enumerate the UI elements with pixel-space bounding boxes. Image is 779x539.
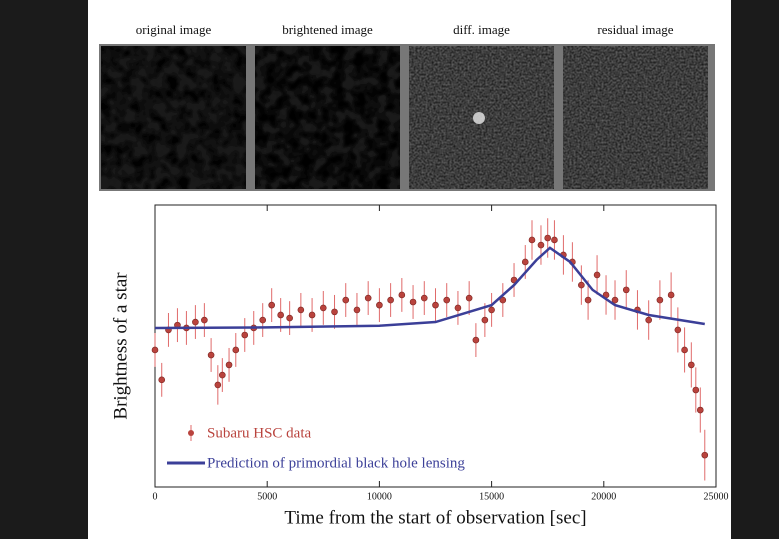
data-point	[681, 346, 688, 354]
data-point	[499, 296, 507, 304]
data-point	[207, 351, 215, 359]
data-point	[192, 318, 199, 326]
data-point	[593, 271, 601, 279]
data-point	[420, 294, 428, 302]
data-point	[151, 346, 159, 354]
data-point	[656, 296, 664, 304]
legend-label: Subaru HSC data	[207, 425, 312, 441]
data-point	[537, 241, 545, 249]
y-axis-label: Brightness of a star	[110, 272, 131, 420]
image-noise	[255, 46, 400, 189]
data-point	[259, 316, 267, 324]
data-point	[286, 314, 293, 322]
image-label: residual image	[597, 22, 673, 37]
data-point	[472, 336, 480, 344]
data-point	[214, 381, 222, 389]
data-point	[622, 286, 630, 294]
data-point	[319, 304, 327, 312]
data-point	[488, 306, 495, 314]
data-point	[241, 331, 249, 339]
image-noise	[563, 46, 708, 189]
x-tick-label: 5000	[257, 491, 277, 502]
legend-label: Prediction of primordial black hole lens…	[207, 455, 465, 471]
x-tick-label: 20000	[591, 491, 616, 502]
image-noise	[101, 46, 246, 189]
data-point	[584, 296, 592, 304]
data-point	[409, 298, 417, 306]
data-point	[521, 258, 529, 266]
data-point	[398, 291, 406, 299]
data-point	[696, 406, 704, 414]
data-point	[387, 296, 394, 304]
data-point	[551, 236, 558, 244]
image-label: brightened image	[282, 22, 373, 37]
data-point	[331, 308, 338, 316]
data-point	[364, 294, 372, 302]
prediction-line	[154, 246, 705, 330]
data-point	[308, 311, 316, 319]
data-point	[342, 296, 350, 304]
data-point	[674, 326, 682, 334]
data-point	[376, 301, 383, 309]
data-point	[701, 451, 709, 459]
data-point	[443, 296, 451, 304]
data-point	[611, 296, 619, 304]
x-axis-label: Time from the start of observation [sec]	[284, 507, 586, 528]
data-point	[667, 291, 675, 299]
plot: 0 5000 10000 15000 20000 25000 Time from the s…	[110, 204, 729, 528]
data-point	[297, 306, 305, 314]
data-point	[544, 234, 552, 242]
data-point	[158, 376, 166, 384]
data-point	[692, 386, 700, 394]
data-point	[528, 236, 536, 244]
data-point	[465, 294, 473, 302]
data-point	[225, 361, 233, 369]
data-point	[277, 311, 284, 319]
data-point	[201, 316, 208, 324]
data-point	[432, 301, 439, 309]
x-tick-label: 25000	[704, 491, 729, 502]
data-point	[645, 316, 652, 324]
data-point	[578, 281, 585, 289]
x-tick-label: 10000	[367, 491, 392, 502]
data-point	[481, 316, 489, 324]
x-tick-label: 0	[153, 491, 158, 502]
data-point	[454, 304, 462, 312]
data-point	[268, 301, 275, 309]
x-tick-label: 15000	[479, 491, 504, 502]
image-label: original image	[136, 22, 212, 37]
image-label: diff. image	[453, 22, 510, 37]
data-point	[232, 346, 240, 354]
image-panels: original image brightened image diff. imag…	[101, 22, 708, 189]
data-point	[353, 306, 361, 314]
legend-marker	[188, 430, 194, 436]
diff-spot	[473, 112, 485, 124]
data-point	[219, 371, 226, 379]
data-point	[688, 361, 695, 369]
